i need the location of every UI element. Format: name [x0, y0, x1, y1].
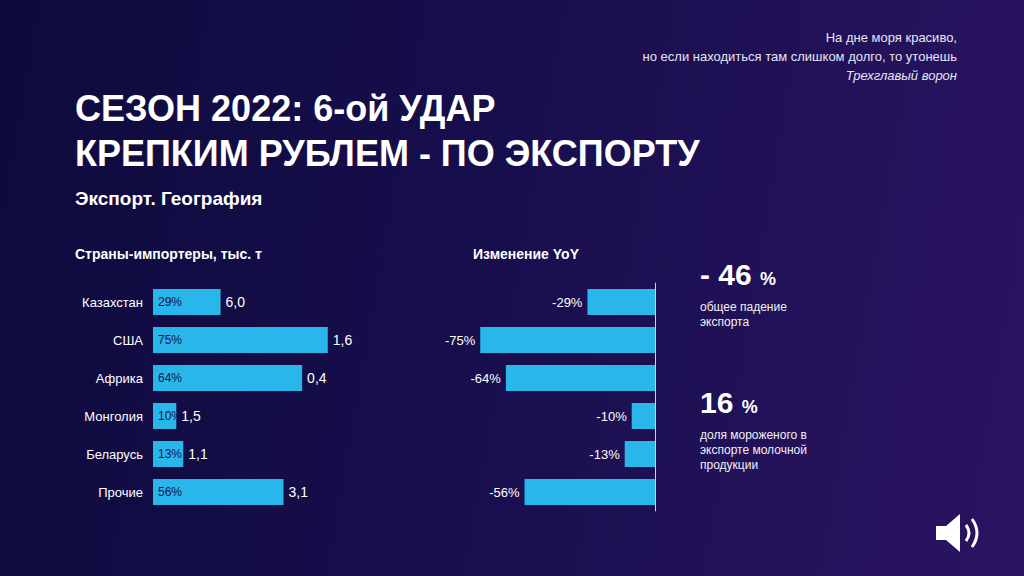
html-text:- 46%: - 46%	[700, 258, 776, 291]
svg-text:Прочие: Прочие	[98, 485, 143, 500]
svg-text:Казахстан: Казахстан	[82, 295, 143, 310]
html-text:Изменение YoY: Изменение YoY	[473, 246, 579, 262]
html-text:Экспорт. География: Экспорт. География	[75, 188, 263, 209]
svg-text:1,1: 1,1	[188, 446, 208, 462]
svg-text:75%: 75%	[158, 333, 182, 347]
svg-text:-64%: -64%	[471, 371, 502, 386]
svg-text:64%: 64%	[158, 371, 182, 385]
svg-text:Монголия: Монголия	[84, 409, 143, 424]
svg-text:3,1: 3,1	[288, 484, 308, 500]
svg-text:-13%: -13%	[589, 447, 620, 462]
svg-text:-29%: -29%	[552, 295, 583, 310]
svg-text:1,6: 1,6	[333, 332, 353, 348]
svg-text:6,0: 6,0	[226, 294, 246, 310]
html-text:Страны-импортеры, тыс. т: Страны-импортеры, тыс. т	[75, 246, 262, 262]
html-text:КРЕПКИМ РУБЛЕМ - ПО ЭКСПОРТУ: КРЕПКИМ РУБЛЕМ - ПО ЭКСПОРТУ	[75, 133, 700, 174]
html-text:СЕЗОН 2022: 6-ой УДАР: СЕЗОН 2022: 6-ой УДАР	[75, 88, 496, 129]
svg-text:США: США	[113, 333, 143, 348]
svg-text:Африка: Африка	[96, 371, 144, 386]
svg-text:-10%: -10%	[596, 409, 627, 424]
svg-text:10%: 10%	[158, 409, 182, 423]
svg-text:56%: 56%	[158, 485, 182, 499]
svg-text:-56%: -56%	[489, 485, 520, 500]
html-text:но если находиться там слишком: но если находиться там слишком долго, то…	[642, 49, 957, 64]
svg-text:13%: 13%	[158, 447, 182, 461]
html-text:16%: 16%	[700, 386, 758, 419]
svg-text:0,4: 0,4	[307, 370, 327, 386]
html-text:доля мороженого в экспорте мол: доля мороженого в экспорте молочной прод…	[700, 428, 807, 472]
html-text:общее падение экспорта: общее падение экспорта	[700, 300, 787, 329]
svg-text:1,5: 1,5	[181, 408, 201, 424]
html-text:Трехглавый ворон: Трехглавый ворон	[845, 68, 957, 83]
svg-text:-75%: -75%	[445, 333, 476, 348]
html-text:На дне моря красиво,: На дне моря красиво,	[825, 30, 957, 45]
svg-text:Беларусь: Беларусь	[86, 447, 143, 462]
svg-text:29%: 29%	[158, 295, 182, 309]
